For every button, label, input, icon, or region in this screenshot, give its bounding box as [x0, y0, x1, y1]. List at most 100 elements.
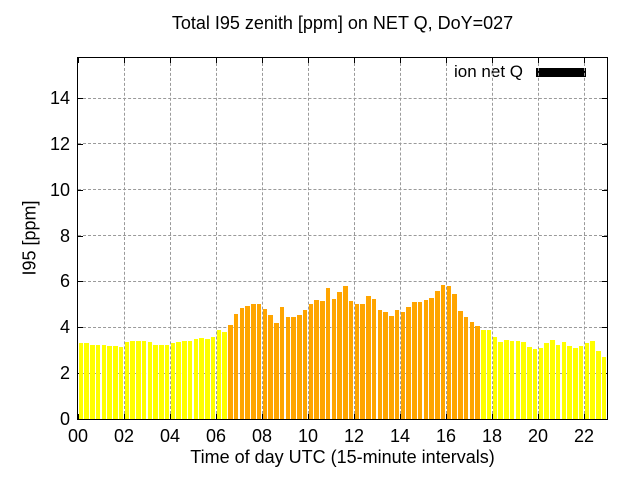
y-tick-label: 12 [49, 133, 70, 154]
x-tick-mark [492, 58, 493, 63]
grid-line-horizontal [78, 189, 607, 191]
bar [205, 338, 210, 419]
bar [584, 343, 590, 419]
x-tick-mark [400, 58, 401, 63]
bar [274, 322, 279, 419]
y-tick-mark [602, 235, 607, 237]
grid-line-horizontal [78, 235, 607, 237]
x-tick-mark [124, 414, 125, 419]
x-tick-mark [262, 58, 263, 63]
bar [302, 310, 308, 419]
bar [463, 317, 469, 419]
bar [216, 329, 222, 419]
grid-line-vertical [583, 58, 585, 419]
grid-line-vertical [491, 58, 493, 419]
bar [527, 346, 532, 419]
bar [383, 312, 388, 419]
bar [164, 344, 170, 419]
bar [239, 307, 245, 419]
y-tick-mark [602, 327, 607, 329]
legend: ion net Q [454, 62, 586, 82]
bar [578, 345, 584, 419]
x-tick-label: 20 [527, 426, 549, 446]
bar [394, 310, 400, 419]
bar [314, 299, 319, 419]
bar [107, 345, 112, 419]
y-tick-mark [78, 281, 83, 283]
bar [331, 298, 337, 419]
bar [308, 304, 314, 419]
x-tick-label: 14 [389, 426, 411, 446]
x-tick-mark [584, 58, 585, 63]
x-tick-mark [538, 58, 539, 63]
bar [256, 304, 262, 419]
bar [412, 302, 417, 419]
grid-line-vertical [353, 58, 355, 419]
bar [504, 339, 509, 419]
bar [325, 288, 331, 419]
x-tick-mark [78, 58, 79, 63]
y-tick-mark [602, 189, 607, 191]
bar [78, 343, 84, 419]
bar [561, 342, 567, 419]
x-tick-mark [124, 58, 125, 63]
grid-line-vertical [307, 58, 309, 419]
x-axis-label: Time of day UTC (15-minute intervals) [190, 447, 495, 467]
bar [440, 284, 446, 419]
x-tick-label: 16 [435, 426, 457, 446]
y-tick-label: 0 [59, 409, 70, 429]
bar [147, 342, 153, 419]
bar [210, 336, 216, 419]
bar [297, 314, 302, 419]
bar [101, 344, 107, 419]
y-tick-label: 14 [49, 88, 70, 109]
y-tick-mark [78, 327, 83, 329]
bar [509, 341, 515, 419]
grid-line-vertical [537, 58, 539, 419]
bar [193, 338, 199, 419]
grid-line-vertical [445, 58, 447, 419]
bar [291, 317, 296, 419]
grid-line-horizontal [78, 143, 607, 145]
x-tick-label: 06 [205, 426, 227, 446]
bar [538, 347, 544, 419]
bar [400, 312, 406, 419]
grid-line-vertical [215, 58, 217, 419]
bar [320, 300, 325, 419]
bar [417, 302, 423, 419]
bar [590, 341, 595, 419]
bar [452, 294, 457, 419]
y-tick-mark [78, 143, 83, 145]
bar [544, 343, 549, 419]
bar [550, 339, 555, 419]
y-tick-mark [78, 98, 83, 100]
bar [458, 311, 463, 419]
bar [136, 341, 141, 419]
y-tick-label: 6 [59, 271, 70, 292]
x-tick-mark [170, 58, 171, 63]
x-tick-mark [492, 414, 493, 419]
x-tick-label: 08 [251, 426, 273, 446]
x-tick-mark [216, 414, 217, 419]
y-tick-mark [602, 281, 607, 283]
grid-line-horizontal [78, 280, 607, 282]
bar [124, 342, 130, 419]
grid-line-vertical [123, 58, 125, 419]
bar [406, 306, 411, 419]
bar [113, 345, 118, 419]
x-tick-mark [216, 58, 217, 63]
bar [492, 336, 498, 419]
plot-area: ion net Q 00 02 04 06 08 10 12 14 16 18 20 22 0 2 4 6 8 1… [50, 57, 608, 446]
x-tick-mark [308, 414, 309, 419]
y-tick-label: 8 [59, 225, 70, 246]
x-tick-label: 00 [67, 426, 89, 446]
bar [187, 341, 193, 419]
bar [377, 310, 383, 419]
bar [199, 337, 204, 419]
legend-swatch [536, 67, 586, 77]
bar [469, 321, 475, 419]
bar [601, 357, 607, 419]
x-tick-label: 04 [159, 426, 181, 446]
x-tick-mark [538, 414, 539, 419]
bar [532, 349, 538, 419]
